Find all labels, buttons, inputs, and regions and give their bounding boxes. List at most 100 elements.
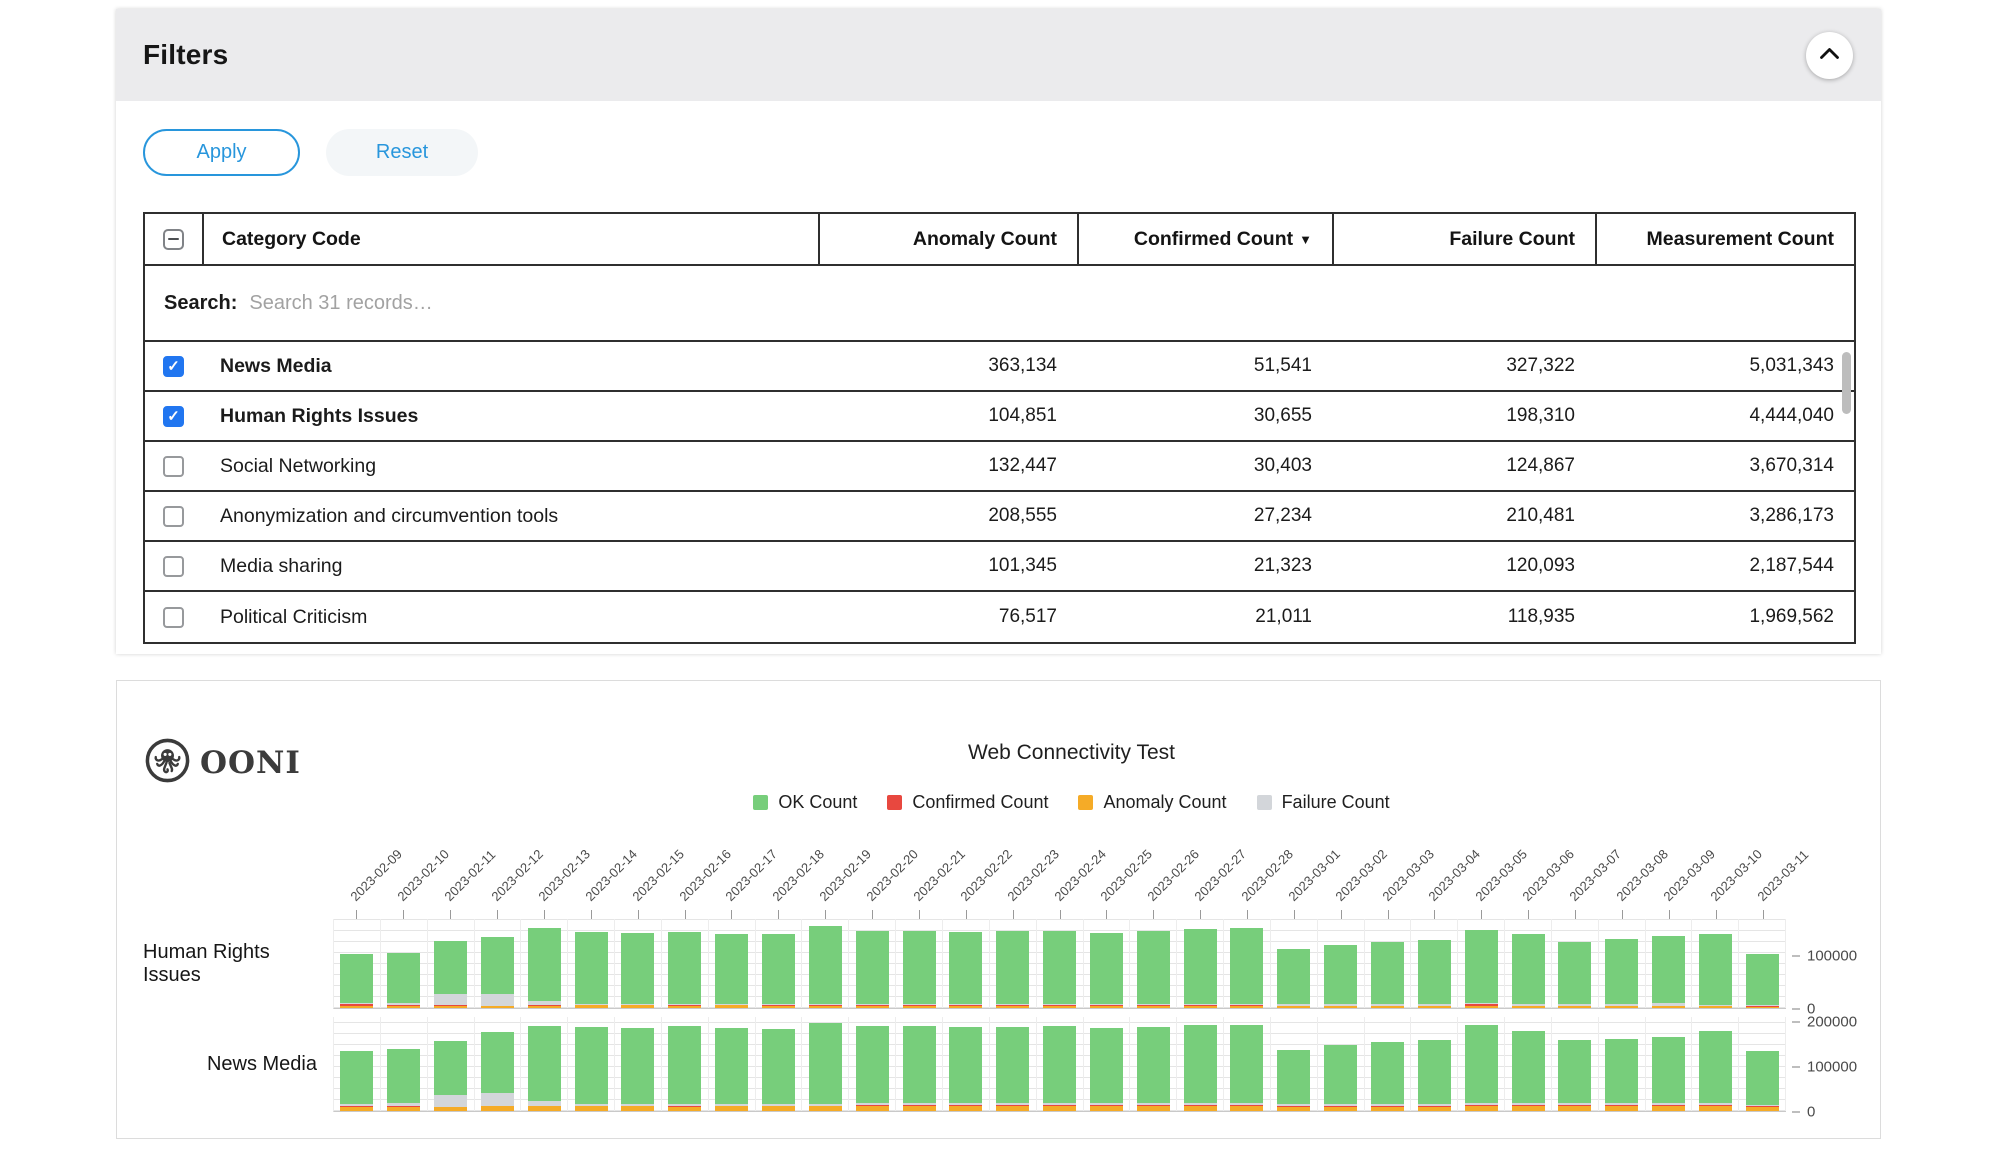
row-checkbox[interactable]: ✓ (163, 406, 184, 427)
bar-column[interactable] (1365, 919, 1412, 1008)
bar-column[interactable] (1646, 1017, 1693, 1111)
table-row[interactable]: Media sharing101,34521,323120,0932,187,5… (145, 542, 1854, 592)
bar-column[interactable] (756, 1017, 803, 1111)
bar-column[interactable] (334, 1017, 381, 1111)
bar-column[interactable] (1646, 919, 1693, 1008)
bar-column[interactable] (1739, 919, 1786, 1008)
row-checkbox[interactable] (163, 506, 184, 527)
bar-column[interactable] (896, 919, 943, 1008)
table-row[interactable]: ✓News Media363,13451,541327,3225,031,343 (145, 342, 1854, 392)
bar-column[interactable] (1130, 919, 1177, 1008)
bar-column[interactable] (1318, 919, 1365, 1008)
bar-column[interactable] (1599, 919, 1646, 1008)
bar-column[interactable] (1365, 1017, 1412, 1111)
failure-count-cell: 327,322 (1332, 355, 1595, 377)
search-input[interactable] (247, 291, 1824, 316)
table-row[interactable]: ✓Human Rights Issues104,85130,655198,310… (145, 392, 1854, 442)
legend-item[interactable]: Failure Count (1257, 792, 1390, 813)
bar-column[interactable] (990, 919, 1037, 1008)
bar-column[interactable] (381, 919, 428, 1008)
bar-column[interactable] (990, 1017, 1037, 1111)
bar-column[interactable] (1552, 1017, 1599, 1111)
bar-column[interactable] (849, 1017, 896, 1111)
collapse-filters-button[interactable] (1806, 32, 1853, 79)
bar-column[interactable] (1318, 1017, 1365, 1111)
bar-column[interactable] (1224, 1017, 1271, 1111)
bar-column[interactable] (334, 919, 381, 1008)
bar-column[interactable] (1411, 1017, 1458, 1111)
bar-column[interactable] (1739, 1017, 1786, 1111)
column-header-measurement-count[interactable]: Measurement Count (1595, 214, 1854, 264)
column-header-anomaly-count[interactable]: Anomaly Count (818, 214, 1077, 264)
column-header-category-code[interactable]: Category Code (202, 214, 818, 264)
bar-column[interactable] (381, 1017, 428, 1111)
row-checkbox[interactable] (163, 456, 184, 477)
bar-column[interactable] (1692, 1017, 1739, 1111)
bar-column[interactable] (428, 1017, 475, 1111)
bar-column[interactable] (1177, 919, 1224, 1008)
apply-button[interactable]: Apply (143, 129, 300, 176)
bar-column[interactable] (1037, 919, 1084, 1008)
x-tick-mark (1153, 910, 1154, 919)
bar-column[interactable] (943, 919, 990, 1008)
select-all-checkbox[interactable] (163, 229, 184, 250)
bar-column[interactable] (1505, 1017, 1552, 1111)
filters-panel: Filters Apply Reset Category Code Anomal… (116, 9, 1881, 654)
bar-column[interactable] (568, 1017, 615, 1111)
bar-column[interactable] (756, 919, 803, 1008)
bar-column[interactable] (1458, 1017, 1505, 1111)
bar-column[interactable] (1599, 1017, 1646, 1111)
row-checkbox[interactable] (163, 607, 184, 628)
bar-column[interactable] (709, 919, 756, 1008)
bar-column[interactable] (615, 919, 662, 1008)
bar-column[interactable] (1084, 919, 1131, 1008)
bar-column[interactable] (475, 1017, 522, 1111)
failure-count-cell: 118,935 (1332, 606, 1595, 628)
bar-column[interactable] (849, 919, 896, 1008)
bar-column[interactable] (662, 919, 709, 1008)
bar-column[interactable] (1224, 919, 1271, 1008)
bar-column[interactable] (1177, 1017, 1224, 1111)
facet-label-human-rights-issues: Human Rights Issues (143, 919, 333, 1009)
bar-column[interactable] (1552, 919, 1599, 1008)
bar-column[interactable] (1130, 1017, 1177, 1111)
y-tick-label: 100000 (1792, 1058, 1857, 1075)
bar-column[interactable] (568, 919, 615, 1008)
bar-column[interactable] (521, 919, 568, 1008)
bar-column[interactable] (896, 1017, 943, 1111)
legend-item[interactable]: Anomaly Count (1078, 792, 1226, 813)
bar-column[interactable] (943, 1017, 990, 1111)
column-header-failure-count[interactable]: Failure Count (1332, 214, 1595, 264)
table-row[interactable]: Political Criticism76,51721,011118,9351,… (145, 592, 1854, 642)
bar-column[interactable] (1037, 1017, 1084, 1111)
column-header-confirmed-count[interactable]: Confirmed Count ▼ (1077, 214, 1332, 264)
reset-button[interactable]: Reset (326, 129, 478, 176)
bar-column[interactable] (475, 919, 522, 1008)
bar-column[interactable] (709, 1017, 756, 1111)
x-tick-mark (1528, 910, 1529, 919)
bar-column[interactable] (802, 919, 849, 1008)
table-row[interactable]: Social Networking132,44730,403124,8673,6… (145, 442, 1854, 492)
table-scrollbar[interactable] (1842, 352, 1851, 414)
row-checkbox[interactable]: ✓ (163, 356, 184, 377)
bar-column[interactable] (615, 1017, 662, 1111)
confirmed-count-cell: 27,234 (1077, 505, 1332, 527)
anomaly-count-cell: 76,517 (818, 606, 1077, 628)
bar-column[interactable] (1411, 919, 1458, 1008)
bar-column[interactable] (1458, 919, 1505, 1008)
bar-column[interactable] (1692, 919, 1739, 1008)
bar-column[interactable] (1084, 1017, 1131, 1111)
bar-column[interactable] (662, 1017, 709, 1111)
legend-item[interactable]: OK Count (753, 792, 857, 813)
bar-column[interactable] (1505, 919, 1552, 1008)
x-axis-labels: 2023-02-092023-02-102023-02-112023-02-12… (333, 831, 1786, 919)
legend-item[interactable]: Confirmed Count (887, 792, 1048, 813)
table-row[interactable]: Anonymization and circumvention tools208… (145, 492, 1854, 542)
bar-column[interactable] (1271, 1017, 1318, 1111)
bar-column[interactable] (1271, 919, 1318, 1008)
bar-column[interactable] (521, 1017, 568, 1111)
bar-column[interactable] (428, 919, 475, 1008)
confirmed-count-cell: 51,541 (1077, 355, 1332, 377)
bar-column[interactable] (802, 1017, 849, 1111)
row-checkbox[interactable] (163, 556, 184, 577)
